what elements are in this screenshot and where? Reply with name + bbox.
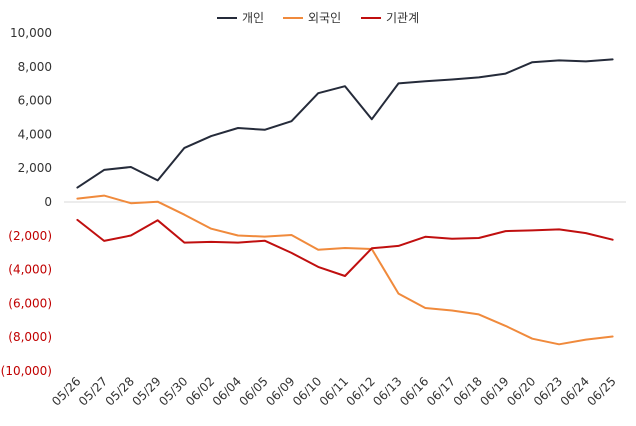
series-line-2	[76, 194, 614, 346]
x-tick-label: 06/13	[370, 374, 404, 408]
y-axis-tick-labels: 10,000 8,000 6,000 4,000 2,000 0 (2,000) (4,000…	[1, 26, 52, 378]
y-tick-label: (10,000)	[1, 364, 52, 378]
series-lines	[76, 58, 614, 346]
x-tick-label: 06/04	[210, 374, 244, 408]
y-tick-label: 4,000	[18, 127, 52, 141]
y-tick-label: 0	[44, 195, 52, 209]
x-tick-label: 06/17	[424, 374, 458, 408]
y-tick-label: (2,000)	[8, 229, 52, 243]
x-tick-label: 06/24	[558, 374, 592, 408]
x-tick-label: 06/16	[397, 374, 431, 408]
y-tick-label: 6,000	[18, 94, 52, 108]
x-tick-label: 05/27	[76, 374, 110, 408]
x-tick-label: 06/02	[183, 374, 217, 408]
x-tick-label: 06/19	[477, 374, 511, 408]
series-line-3	[76, 218, 614, 277]
x-tick-label: 06/23	[531, 374, 565, 408]
legend-label: 기관계	[386, 11, 419, 25]
x-tick-label: 06/09	[263, 374, 297, 408]
x-tick-label: 05/26	[49, 374, 83, 408]
y-tick-label: 2,000	[18, 161, 52, 175]
x-tick-label: 06/18	[451, 374, 485, 408]
legend-label: 외국인	[308, 11, 341, 25]
x-tick-label: 06/12	[344, 374, 378, 408]
x-tick-label: 06/11	[317, 374, 351, 408]
x-tick-label: 06/20	[504, 374, 538, 408]
x-tick-label: 05/28	[103, 374, 137, 408]
x-tick-label: 06/10	[290, 374, 324, 408]
x-tick-label: 06/05	[236, 374, 270, 408]
y-tick-label: (4,000)	[8, 263, 52, 277]
legend: 개인 외국인 기관계	[217, 11, 419, 25]
y-tick-label: (8,000)	[8, 330, 52, 344]
y-tick-label: (6,000)	[8, 296, 52, 310]
y-tick-label: 8,000	[18, 60, 52, 74]
y-tick-label: 10,000	[10, 26, 52, 40]
x-tick-label: 05/30	[156, 374, 190, 408]
x-tick-label: 05/29	[129, 374, 163, 408]
series-line-1	[76, 58, 614, 189]
x-tick-label: 06/25	[584, 374, 618, 408]
x-axis-tick-labels: 05/2605/2705/2805/2905/3006/0206/0406/05…	[49, 374, 619, 408]
legend-label: 개인	[242, 11, 264, 25]
